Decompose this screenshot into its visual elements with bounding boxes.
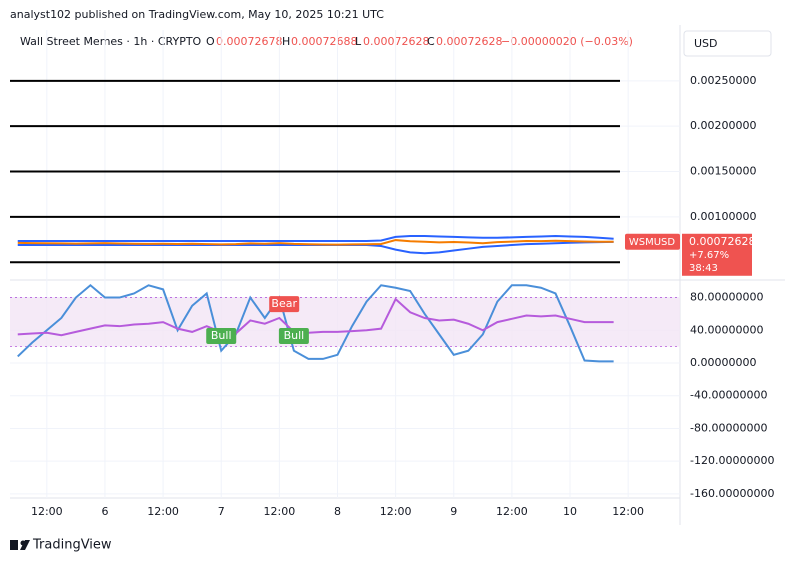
x-tick-label: 12:00 xyxy=(612,505,644,518)
x-tick-label: 12:00 xyxy=(380,505,412,518)
annotation: Bull xyxy=(211,329,232,342)
l-label: L xyxy=(355,35,362,48)
y-tick-label: 0.00150000 xyxy=(690,165,756,178)
series-line xyxy=(17,234,614,242)
series-line xyxy=(17,283,614,363)
annotation-box xyxy=(269,296,300,313)
x-tick-label: 7 xyxy=(218,505,225,518)
low: 0.00072628 xyxy=(363,35,429,48)
y-tick-label: -120.00000000 xyxy=(690,454,774,467)
series-line xyxy=(17,239,614,246)
close: 0.00072628 xyxy=(436,35,502,48)
price-tag xyxy=(625,233,680,250)
change: −0.00000020 (−0.03%) xyxy=(501,35,633,48)
price-value: 0.00072628 xyxy=(689,235,755,248)
o-label: O xyxy=(206,35,215,48)
logo xyxy=(10,540,30,550)
open: 0.00072678 xyxy=(216,35,282,48)
y-tick-label: 0.00250000 xyxy=(690,74,756,87)
x-tick-label: 6 xyxy=(101,505,108,518)
currency[interactable]: USD xyxy=(694,37,718,50)
price-change: +7.67% xyxy=(689,250,729,261)
brand: TradingView xyxy=(32,538,112,553)
h-label: H xyxy=(282,35,290,48)
x-tick-label: 10 xyxy=(563,505,577,518)
y-tick-label: -40.00000000 xyxy=(690,389,767,402)
published: analyst102 published on TradingView.com,… xyxy=(10,8,384,21)
price-scale-tag xyxy=(682,233,752,276)
high: 0.00072688 xyxy=(291,35,357,48)
annotation: Bear xyxy=(271,297,297,310)
y-tick-label: 80.00000000 xyxy=(690,291,763,304)
y-tick-label: 0.00000000 xyxy=(690,356,756,369)
y-tick-label: 0.00100000 xyxy=(690,210,756,223)
countdown: 38:43 xyxy=(689,263,718,274)
symbol: Wall Street Memes · 1h · CRYPTO xyxy=(20,35,202,48)
x-tick-label: 12:00 xyxy=(496,505,528,518)
series-line xyxy=(17,297,614,337)
price-symbol: WSMUSD xyxy=(629,237,676,248)
annotation: Bull xyxy=(284,329,305,342)
annotation-box xyxy=(278,328,309,344)
x-tick-label: 12:00 xyxy=(31,505,63,518)
x-tick-label: 8 xyxy=(334,505,341,518)
annotation-box xyxy=(206,328,237,344)
y-tick-label: -160.00000000 xyxy=(690,487,774,500)
y-tick-label: 0.00200000 xyxy=(690,119,756,132)
x-tick-label: 12:00 xyxy=(147,505,179,518)
currency-box[interactable] xyxy=(683,30,772,57)
x-tick-label: 12:00 xyxy=(264,505,296,518)
y-tick-label: 40.00000000 xyxy=(690,323,763,336)
x-tick-label: 9 xyxy=(450,505,457,518)
y-tick-label: -80.00000000 xyxy=(690,421,767,434)
c-label: C xyxy=(427,35,435,48)
